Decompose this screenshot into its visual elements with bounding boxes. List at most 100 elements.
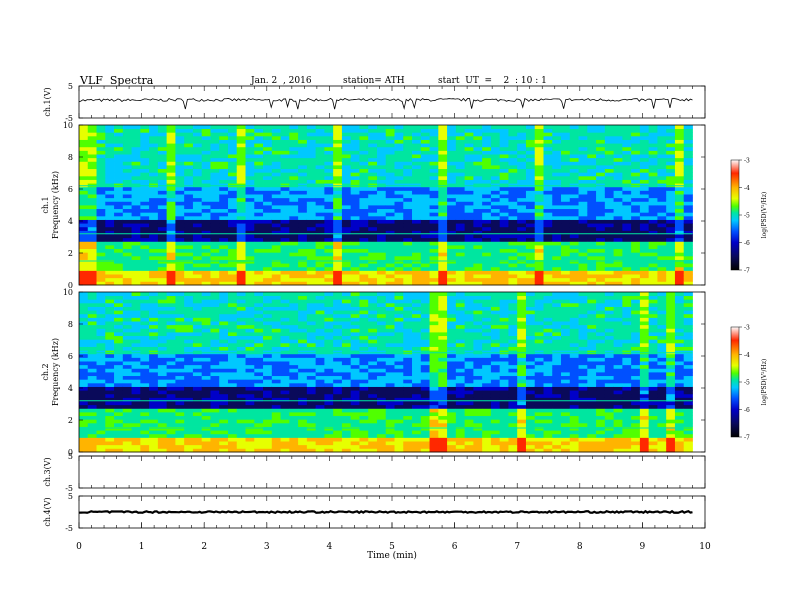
ch2-spectrogram-cell	[324, 390, 334, 395]
ch1-spectrogram-cell	[412, 197, 422, 202]
ch2-spectrogram-cell	[149, 404, 159, 409]
ch2-spectrogram-cell	[315, 364, 325, 369]
ch2-spectrogram-cell	[122, 368, 132, 373]
ch2-spectrogram-cell	[245, 426, 255, 431]
ch1-spectrogram-cell	[201, 172, 211, 177]
ch1-spectrogram-cell	[569, 245, 579, 250]
ch2-spectrogram-cell	[263, 441, 273, 446]
ch1-spectrogram-cell	[499, 281, 509, 286]
ch1-spectrogram-cell	[587, 205, 597, 210]
ch1-spectrogram-cell	[666, 143, 676, 148]
ch2-spectrogram-cell	[175, 306, 185, 311]
ch1-spectrogram-cell	[149, 241, 159, 246]
ch1-spectrogram-cell	[631, 165, 641, 170]
ch1-spectrogram-cell	[552, 277, 562, 282]
ch2-spectrogram-cell	[315, 375, 325, 380]
ch1-spectrogram-cell	[438, 172, 448, 177]
ch2-spectrogram-cell	[280, 332, 290, 337]
ch1-spectrogram-cell	[657, 132, 667, 137]
ch2-spectrogram-cell	[263, 401, 273, 406]
ch1-spectrogram-cell	[631, 219, 641, 224]
ch1-spectrogram-cell	[227, 172, 238, 177]
ch2-spectrogram-cell	[245, 433, 255, 438]
ch1-spectrogram-cell	[298, 175, 308, 180]
ch2-spectrogram-cell	[420, 422, 430, 427]
ch2-spectrogram-cell	[254, 444, 264, 449]
ch2-spectrogram-cell	[376, 382, 387, 387]
ch1-spectrogram-cell	[149, 165, 159, 170]
ch1-spectrogram-cell	[543, 215, 553, 220]
ch2-spectrogram-cell	[105, 346, 115, 351]
ch2-spectrogram-cell	[157, 321, 168, 326]
ch2-spectrogram-cell	[131, 393, 141, 398]
ch2-spectrogram-cell	[254, 397, 264, 402]
ch1-spectrogram-cell	[306, 237, 317, 242]
ch2-spectrogram-cell	[376, 375, 387, 380]
ch1-spectrogram-cell	[447, 270, 457, 275]
ch2-spectrogram-cell	[245, 386, 255, 391]
ch1-spectrogram-cell	[341, 226, 352, 231]
ch2-spectrogram-cell	[105, 295, 115, 300]
ch1-spectrogram-cell	[184, 212, 194, 217]
ch2-spectrogram-cell	[263, 335, 273, 340]
ch2-spectrogram-cell	[227, 342, 238, 347]
ch2-spectrogram-cell	[184, 375, 194, 380]
ch1-spectrogram-cell	[561, 230, 571, 235]
ch1-spectrogram-cell	[587, 157, 597, 162]
ch2-spectrogram-cell	[271, 321, 281, 326]
ch1-spectrogram-cell	[263, 277, 273, 282]
ch1-spectrogram-cell	[210, 183, 220, 188]
ch1-spectrogram-cell	[385, 230, 395, 235]
ch1-spectrogram-cell	[674, 128, 685, 133]
ch1-spectrogram-cell	[140, 212, 150, 217]
ch1-spectrogram-cell	[324, 248, 334, 253]
ch1-spectrogram-cell	[657, 237, 667, 242]
ch2-spectrogram-cell	[306, 437, 317, 442]
ch1-spectrogram-cell	[341, 125, 352, 130]
ch1-spectrogram-cell	[245, 266, 255, 271]
ch2-spectrogram-cell	[403, 397, 413, 402]
ch2-spectrogram-cell	[385, 335, 395, 340]
ch2-spectrogram-cell	[324, 339, 334, 344]
ch1-spectrogram-cell	[420, 215, 430, 220]
ch2-spectrogram-cell	[184, 422, 194, 427]
ch1-spectrogram-cell	[333, 168, 343, 173]
ch2-spectrogram-cell	[420, 401, 430, 406]
ch1-spectrogram-cell	[254, 212, 264, 217]
ch1-spectrogram-cell	[596, 172, 606, 177]
ch1-spectrogram-cell	[525, 234, 536, 239]
ch1-spectrogram-cell	[517, 270, 527, 275]
ch2-spectrogram-cell	[271, 339, 281, 344]
ch1-spectrogram-cell	[604, 186, 614, 191]
ch2-spectrogram-cell	[412, 430, 422, 435]
ch2-spectrogram-cell	[280, 386, 290, 391]
ch1-spectrogram-cell	[140, 255, 150, 260]
ch2-spectrogram-cell	[184, 321, 194, 326]
ch1-spectrogram-cell	[578, 223, 588, 228]
ch1-spectrogram-cell	[674, 201, 685, 206]
ch1-spectrogram-cell	[482, 266, 492, 271]
ch1-spectrogram-cell	[394, 179, 404, 184]
ch1-spectrogram-cell	[420, 237, 430, 242]
ch1-spectrogram-cell	[657, 165, 667, 170]
ch2-spectrogram-cell	[315, 292, 325, 297]
ch1-spectrogram-cell	[482, 143, 492, 148]
ch1-spectrogram-cell	[604, 172, 614, 177]
ch1-spectrogram-cell	[350, 161, 360, 166]
ch1-spectrogram-cell	[482, 186, 492, 191]
ch1-spectrogram-cell	[569, 143, 579, 148]
ch2-spectrogram-cell	[341, 342, 352, 347]
ch1-spectrogram-cell	[534, 234, 544, 239]
figure-title: VLF Spectra	[80, 74, 154, 87]
ch1-spectrogram-cell	[368, 259, 378, 264]
ch1-spectrogram-cell	[131, 128, 141, 133]
ch1-spectrogram-cell	[192, 190, 203, 195]
ch2-spectrogram-cell	[140, 346, 150, 351]
ch1-spectrogram-cell	[175, 241, 185, 246]
ch1-spectrogram-cell	[613, 128, 623, 133]
ch2-spectrogram-cell	[79, 339, 89, 344]
ch1-spectrogram-cell	[175, 230, 185, 235]
ch1-spectrogram-cell	[604, 125, 614, 130]
ch1-spectrogram-cell	[271, 172, 281, 177]
ch1-spectrogram-cell	[561, 208, 571, 213]
